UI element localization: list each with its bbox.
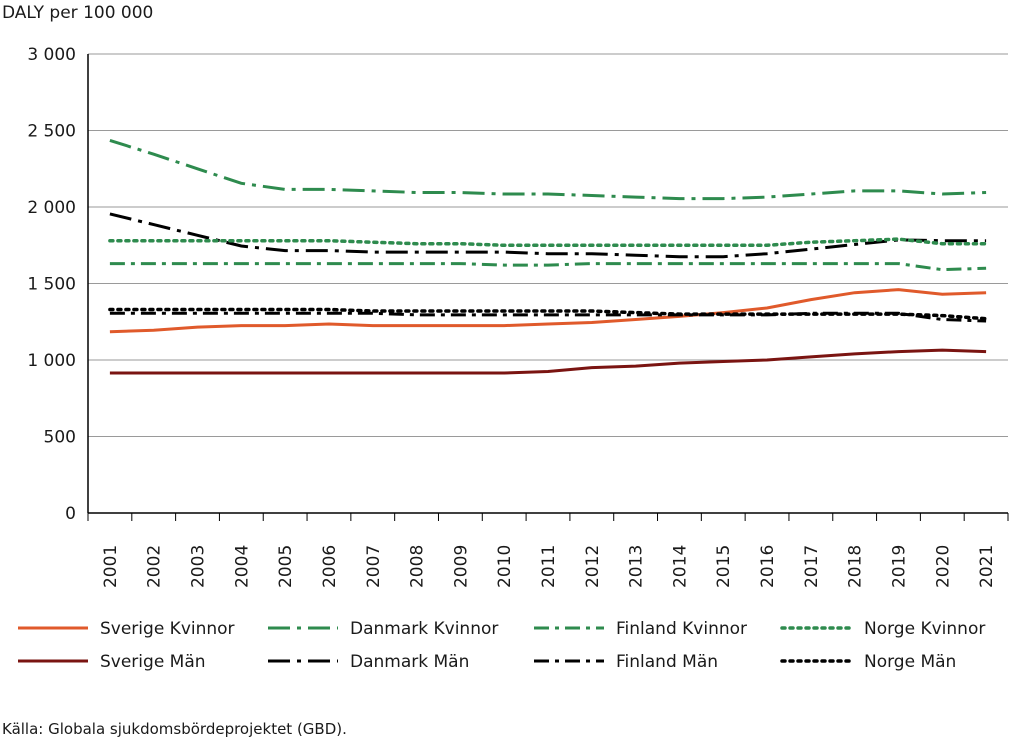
series-line-sverige-m-n <box>109 348 987 375</box>
x-tick-label: 2005 <box>276 545 296 588</box>
x-axis-ticks: 2001 2002 2003 2004 2005 2006 2007 2008 2009 2010… <box>87 513 1009 588</box>
x-tick-label: 2007 <box>364 545 384 588</box>
x-tick-label: 2015 <box>714 545 734 588</box>
x-tick-label: 2006 <box>320 545 340 588</box>
x-tick-label: 2019 <box>889 545 909 588</box>
y-axis-label: DALY per 100 000 <box>2 3 153 23</box>
y-tick-label: 1 500 <box>27 275 76 295</box>
series-line-finland-m-n <box>109 311 987 323</box>
legend-label: Danmark Kvinnor <box>350 619 498 639</box>
x-tick-label: 2018 <box>846 545 866 588</box>
y-tick-label: 2 000 <box>27 198 76 218</box>
series-line-finland-kvinnor <box>109 262 987 272</box>
legend-label: Sverige Kvinnor <box>100 619 235 639</box>
x-tick-label: 2010 <box>495 545 515 588</box>
y-tick-label: 2 500 <box>27 122 76 142</box>
y-tick-label: 0 <box>65 504 76 524</box>
series-line-sverige-kvinnor <box>109 288 987 334</box>
x-tick-label: 2012 <box>583 545 603 588</box>
x-tick-label: 2021 <box>977 545 997 588</box>
legend-label: Norge Män <box>864 652 956 672</box>
x-tick-label: 2003 <box>189 545 209 588</box>
series-line-danmark-m-n <box>109 212 987 259</box>
y-axis-ticks: 0 500 1 000 1 500 2 000 2 500 3 000 <box>27 45 76 524</box>
x-tick-label: 2014 <box>670 545 690 588</box>
series-line-danmark-kvinnor <box>109 138 987 201</box>
x-tick-label: 2013 <box>627 545 647 588</box>
source-note: Källa: Globala sjukdomsbördeprojektet (G… <box>2 720 347 738</box>
x-tick-label: 2009 <box>451 545 471 588</box>
x-tick-label: 2016 <box>758 545 778 588</box>
legend-label: Finland Män <box>616 652 718 672</box>
legend: Sverige Kvinnor Danmark Kvinnor Finland Kv… <box>18 619 985 672</box>
y-tick-label: 500 <box>44 428 76 448</box>
series-line-norge-kvinnor <box>108 237 988 248</box>
y-tick-label: 1 000 <box>27 351 76 371</box>
x-tick-label: 2004 <box>232 545 252 588</box>
legend-label: Danmark Män <box>350 652 469 672</box>
x-tick-label: 2017 <box>802 545 822 588</box>
legend-label: Finland Kvinnor <box>616 619 747 639</box>
x-tick-label: 2008 <box>408 545 428 588</box>
series-lines <box>108 138 988 375</box>
x-tick-label: 2020 <box>933 545 953 588</box>
x-tick-label: 2011 <box>539 545 559 588</box>
x-tick-label: 2002 <box>145 545 165 588</box>
x-tick-label: 2001 <box>101 545 121 588</box>
series-line-norge-m-n <box>108 307 988 321</box>
y-tick-label: 3 000 <box>27 45 76 65</box>
legend-label: Sverige Män <box>100 652 206 672</box>
legend-label: Norge Kvinnor <box>864 619 985 639</box>
gridlines <box>87 53 1008 514</box>
